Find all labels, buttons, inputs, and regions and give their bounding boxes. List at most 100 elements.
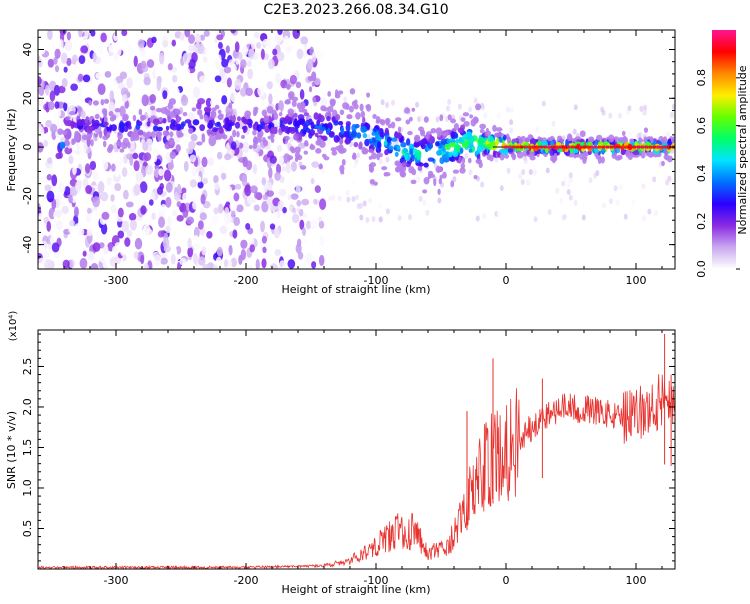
spectrogram-cell [49, 123, 58, 133]
spectrogram-cell [371, 131, 376, 136]
spectrogram-cell [486, 153, 491, 161]
spectrogram-cell [119, 71, 128, 80]
spectrogram-xlabel: Height of straight line (km) [281, 283, 430, 296]
spectrogram-cell [615, 199, 620, 206]
spectrogram-cell [613, 145, 617, 149]
spectrogram-cell [287, 108, 294, 115]
spectrogram-cell [440, 138, 447, 145]
spectrogram-cell [79, 257, 88, 269]
snr-multiplier: (x10⁴) [8, 311, 19, 342]
spectrogram-cell [254, 191, 259, 199]
spectrogram-cell [356, 152, 361, 159]
spectrogram-cell [128, 213, 137, 221]
spectrogram-cell [397, 126, 402, 133]
spectrogram-cell [316, 52, 325, 59]
spectrogram-cell [495, 127, 503, 132]
spectrogram-cell [375, 119, 381, 124]
spectrogram-cell [297, 118, 305, 124]
spectrogram-cell [256, 124, 262, 132]
spectrogram-cell [111, 246, 118, 255]
spectrogram-cell [206, 231, 213, 239]
spectrogram-cell [92, 196, 100, 208]
spectrogram-cell [50, 145, 58, 154]
spectrogram-cell [637, 145, 641, 149]
spectrogram-cell [236, 204, 244, 213]
spectrogram-cell [90, 262, 99, 269]
spectrogram-cell [442, 158, 450, 163]
spectrogram-cell [527, 145, 531, 149]
spectrogram-cell [172, 227, 180, 238]
spectrogram-cell [227, 196, 235, 204]
spectrogram-cell [184, 119, 192, 124]
spectrogram-cell [495, 137, 500, 145]
spectrogram-cell [191, 107, 197, 112]
spectrogram-cell [118, 121, 125, 130]
spectrogram-cell [435, 116, 440, 123]
spectrogram-cell [656, 145, 660, 149]
spectrogram-cell [117, 230, 125, 239]
spectrogram-cell [468, 169, 473, 176]
spectrogram-cell [160, 203, 167, 214]
spectrogram-cell [189, 179, 197, 188]
spectrogram-cell [453, 123, 459, 131]
spectrogram-cell [289, 127, 296, 134]
spectrogram-cell [143, 263, 149, 269]
spectrogram-cell [323, 156, 330, 161]
spectrogram-cell [206, 129, 213, 135]
spectrogram-cell [254, 177, 261, 185]
spectrogram-cell [394, 151, 399, 157]
spectrogram-cell [477, 136, 485, 145]
spectrogram-cell [294, 117, 298, 126]
snr-ticks: -300 -200 -100 0 100 0.5 1.0 1.5 2.0 2.5 [21, 330, 675, 587]
spectrogram-cell [126, 180, 133, 188]
spectrogram-cell [170, 253, 176, 265]
spectrogram-cell [661, 160, 665, 167]
spectrogram-cell [559, 145, 563, 149]
spectrogram-cell [140, 205, 147, 215]
spectrogram-cell [121, 167, 128, 178]
spectrogram-cell [199, 34, 205, 41]
spectrogram-cell [343, 96, 348, 103]
spectrogram-cell [509, 107, 514, 114]
spectrogram-cell [196, 175, 202, 183]
spectrogram-cell [214, 75, 222, 83]
spectrogram-cell [145, 131, 152, 138]
spectrogram-cell [652, 145, 656, 149]
spectrogram-cell [69, 110, 76, 116]
spectrogram-cell [388, 145, 394, 151]
spectrogram-cell [578, 145, 582, 149]
spectrogram-cell [506, 136, 511, 144]
spectrogram-cell [587, 136, 595, 143]
spectrogram-cell [159, 52, 165, 65]
spectrogram-cell [162, 90, 168, 100]
spectrogram-cell [340, 133, 344, 139]
spectrogram-cell [201, 135, 206, 143]
spectrogram-cell [113, 53, 119, 62]
x-tick-label: -100 [364, 574, 389, 587]
spectrogram-cell [164, 141, 171, 150]
spectrogram-cell [61, 205, 69, 214]
spectrogram-cell [473, 141, 478, 148]
spectrogram-cell [296, 48, 304, 60]
spectrogram-cell [151, 155, 158, 163]
spectrogram-cell [44, 84, 50, 96]
spectrogram-cell [311, 51, 317, 63]
spectrogram-cell [303, 112, 310, 117]
spectrogram-cell [247, 264, 253, 269]
spectrogram-cell [117, 207, 124, 218]
spectrogram-cell [469, 114, 474, 119]
spectrogram-cell [341, 147, 347, 154]
spectrogram-cell [205, 97, 213, 108]
spectrogram-cell [329, 99, 336, 107]
spectrogram-cell [467, 157, 472, 164]
spectrogram-cell [340, 126, 345, 135]
spectrogram-cell [627, 152, 633, 161]
spectrogram-cell [90, 138, 94, 147]
spectrogram-cell [243, 118, 249, 125]
spectrogram-cell [123, 189, 129, 200]
spectrogram-cell [601, 145, 606, 149]
spectrogram-cell [110, 180, 117, 193]
spectrogram-cell [474, 103, 482, 111]
spectrogram-cell [223, 178, 230, 187]
